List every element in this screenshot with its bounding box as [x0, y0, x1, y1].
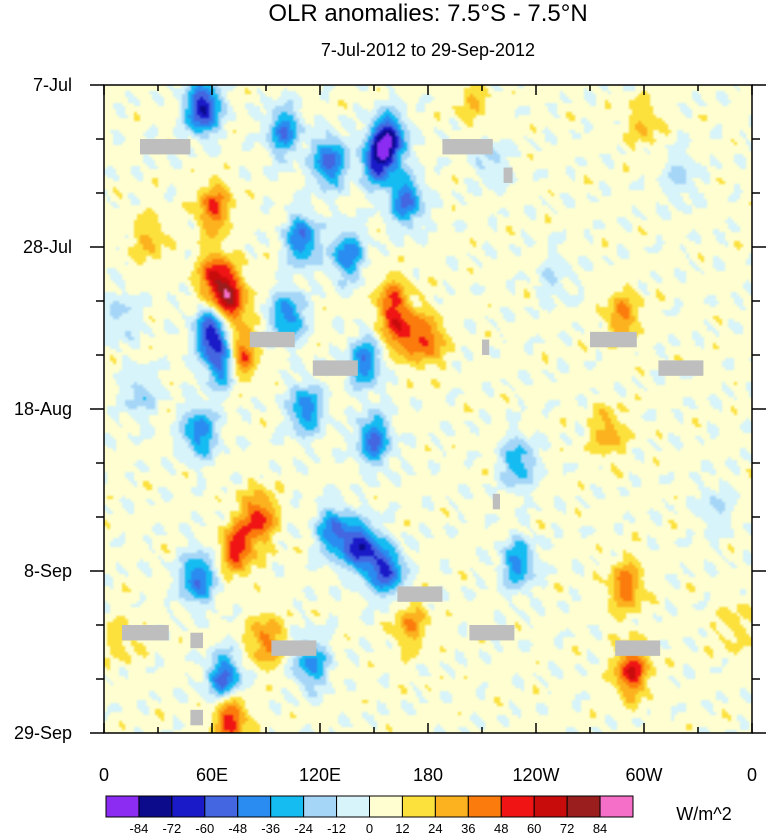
missing-data-patch [492, 493, 500, 510]
colorbar-tick-label: -24 [294, 821, 313, 834]
x-axis: 0 60E 120E 180 120W 60W 0 [99, 85, 757, 785]
colorbar-tick-label: -60 [195, 821, 214, 834]
colorbar-swatch [138, 795, 173, 818]
y-tick-label: 28-Jul [23, 237, 72, 257]
colorbar-tick-label: -84 [130, 821, 149, 834]
x-tick-label: 180 [413, 765, 443, 785]
missing-data-patch [312, 360, 358, 376]
colorbar-swatch [105, 795, 140, 818]
x-tick-label: 120W [512, 765, 559, 785]
missing-data-patch [122, 625, 169, 641]
missing-data-patch [249, 331, 295, 348]
missing-data-patch [615, 640, 661, 656]
x-tick-label: 60E [196, 765, 228, 785]
missing-data-patch [442, 139, 493, 155]
y-tick-label: 7-Jul [33, 75, 72, 95]
colorbar-swatch [204, 795, 239, 818]
x-tick-label: 60W [625, 765, 662, 785]
colorbar-tick-label: 48 [494, 821, 508, 834]
missing-data-patch [482, 339, 490, 355]
y-tick-label: 8-Sep [24, 561, 72, 581]
colorbar-tick-label: 72 [560, 821, 574, 834]
missing-data-patch [503, 167, 513, 183]
colorbar-tick-label: -12 [327, 821, 346, 834]
colorbar-swatch [467, 795, 502, 818]
missing-data-layer [122, 139, 704, 726]
colorbar-tick-label: 60 [527, 821, 541, 834]
missing-data-patch [271, 640, 317, 656]
colorbar-swatch [401, 795, 436, 818]
colorbar-swatch [171, 795, 206, 818]
x-tick-label: 120E [299, 765, 341, 785]
colorbar-tick-label: 84 [593, 821, 607, 834]
colorbar-swatch [500, 795, 535, 818]
colorbar-tick-label: 12 [395, 821, 409, 834]
x-tick-label: 0 [99, 765, 109, 785]
colorbar-swatch [303, 795, 338, 818]
x-tick-label: 0 [747, 765, 757, 785]
colorbar-tick-label: 24 [428, 821, 442, 834]
colorbar-tick-label: -48 [228, 821, 247, 834]
colorbar-swatch [336, 795, 370, 818]
colorbar-units-label: W/m^2 [676, 804, 731, 824]
missing-data-patch [658, 360, 704, 376]
y-axis: 7-Jul 28-Jul 18-Aug 8-Sep 29-Sep [14, 75, 766, 743]
colorbar-tick-label: 36 [461, 821, 475, 834]
y-tick-label: 29-Sep [14, 723, 72, 743]
heatmap-field [104, 85, 752, 733]
y-tick-label: 18-Aug [14, 399, 72, 419]
colorbar-swatch [533, 795, 568, 818]
colorbar-swatch [599, 795, 634, 818]
colorbar-swatch [270, 795, 305, 818]
colorbar-tick-label: 0 [366, 821, 373, 834]
colorbar-tick-label: -36 [261, 821, 280, 834]
colorbar-swatch [434, 795, 469, 818]
missing-data-patch [140, 139, 191, 155]
missing-data-patch [397, 586, 443, 602]
colorbar: -84 -72 -60 -48 -36 -24 -12 0 12 24 36 48 60 72 84 [105, 795, 634, 834]
heatmap-plot: 0 60E 120E 180 120W 60W 0 7-Jul 28-Jul 18-Aug 8-S… [14, 75, 766, 785]
chart-title: OLR anomalies: 7.5°S - 7.5°N [268, 0, 587, 27]
colorbar-swatch [237, 795, 272, 818]
missing-data-patch [190, 632, 203, 649]
missing-data-patch [469, 625, 515, 641]
missing-data-patch [190, 709, 203, 726]
missing-data-patch [590, 331, 637, 348]
chart-subtitle: 7-Jul-2012 to 29-Sep-2012 [321, 40, 535, 60]
colorbar-swatch [369, 795, 403, 818]
colorbar-tick-label: -72 [162, 821, 181, 834]
colorbar-swatch [566, 795, 601, 818]
